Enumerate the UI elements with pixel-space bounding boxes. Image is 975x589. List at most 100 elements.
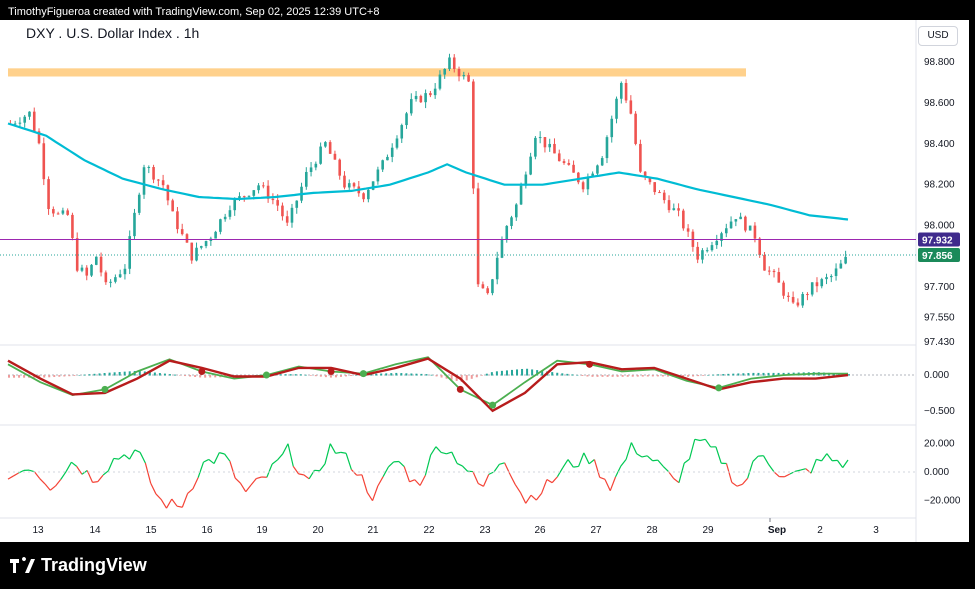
candle-body	[319, 146, 322, 164]
histogram-bar	[707, 374, 710, 376]
histogram-bar	[113, 372, 116, 376]
histogram-bar	[58, 375, 61, 377]
momentum-segment	[535, 493, 543, 501]
candle-body	[481, 284, 485, 289]
histogram-bar	[541, 370, 544, 376]
momentum-segment	[424, 454, 432, 476]
currency-button[interactable]: USD	[918, 26, 958, 46]
candle-body	[806, 294, 809, 296]
histogram-bar	[531, 369, 534, 376]
resistance-zone	[8, 68, 746, 77]
momentum-segment	[784, 473, 791, 478]
momentum-segment	[292, 466, 300, 475]
histogram-bar	[702, 375, 705, 376]
histogram-bar	[752, 372, 755, 376]
histogram-bar	[666, 375, 669, 377]
candle-body	[190, 242, 194, 261]
candle-body	[219, 219, 222, 232]
histogram-bar	[566, 373, 569, 376]
momentum-tick-label: 0.000	[924, 467, 949, 478]
histogram-bar	[98, 373, 101, 376]
momentum-segment	[551, 476, 558, 484]
momentum-segment	[118, 454, 125, 460]
candle-body	[705, 250, 709, 252]
momentum-segment	[795, 469, 801, 472]
momentum-segment	[599, 476, 606, 480]
time-tick-label: 16	[201, 525, 213, 536]
histogram-bar	[299, 374, 302, 376]
candle-body	[510, 217, 513, 226]
momentum-segment	[181, 493, 189, 508]
histogram-bar	[405, 373, 408, 376]
momentum-segment	[583, 452, 590, 465]
chart-panel	[0, 20, 969, 542]
histogram-bar	[455, 375, 458, 381]
histogram-bar	[390, 373, 393, 376]
candle-body	[495, 257, 499, 280]
momentum-segment	[446, 451, 452, 455]
momentum-segment	[441, 451, 447, 455]
candle-body	[147, 167, 151, 169]
candle-body	[629, 100, 633, 114]
momentum-segment	[298, 473, 304, 476]
candle-body	[758, 238, 762, 256]
candle-body	[610, 118, 614, 138]
candle-body	[252, 190, 256, 196]
momentum-segment	[197, 461, 205, 478]
momentum-segment	[530, 494, 537, 501]
candle-body	[42, 143, 46, 180]
time-tick-label: 3	[873, 525, 879, 536]
candle-body	[829, 276, 833, 278]
histogram-bar	[128, 371, 131, 376]
candle-body	[185, 234, 189, 243]
momentum-segment	[160, 499, 168, 509]
momentum-segment	[213, 452, 220, 464]
candle-body	[815, 282, 819, 287]
candle-body	[643, 171, 647, 178]
candle-body	[581, 182, 585, 190]
candle-body	[304, 171, 308, 187]
candle-body	[13, 123, 17, 125]
histogram-bar	[319, 375, 322, 377]
momentum-segment	[752, 455, 759, 462]
candle-body	[839, 263, 843, 269]
candle-body	[634, 113, 637, 144]
momentum-segment	[165, 498, 173, 509]
candle-body	[777, 272, 781, 283]
momentum-segment	[578, 452, 585, 467]
momentum-segment	[219, 452, 225, 455]
momentum-segment	[657, 459, 664, 467]
histogram-bar	[73, 375, 76, 376]
candle-body	[242, 196, 246, 198]
candle-body	[567, 162, 571, 165]
candle-body	[596, 165, 599, 174]
candle-body	[658, 192, 661, 194]
momentum-segment	[28, 469, 35, 473]
histogram-bar	[465, 375, 468, 381]
momentum-segment	[92, 481, 98, 483]
candle-body	[395, 138, 399, 148]
candle-body	[228, 210, 232, 217]
momentum-segment	[60, 471, 67, 480]
candle-body	[534, 137, 537, 157]
candle-body	[99, 256, 103, 273]
momentum-segment	[704, 438, 712, 448]
candle-body	[257, 185, 260, 191]
momentum-segment	[541, 479, 548, 494]
candle-body	[753, 225, 757, 239]
histogram-bar	[621, 375, 624, 377]
candle-body	[333, 153, 337, 160]
histogram-bar	[576, 374, 579, 376]
candle-body	[677, 208, 680, 211]
histogram-bar	[138, 370, 141, 376]
momentum-segment	[287, 443, 294, 467]
histogram-bar	[435, 375, 438, 377]
histogram-bar	[209, 375, 212, 378]
crossover-dot	[327, 367, 335, 375]
candle-body	[414, 95, 418, 100]
time-tick-label: 28	[646, 525, 658, 536]
momentum-segment	[509, 473, 516, 485]
candle-body	[233, 199, 237, 211]
candle-body	[591, 173, 594, 177]
candle-body	[724, 228, 728, 234]
